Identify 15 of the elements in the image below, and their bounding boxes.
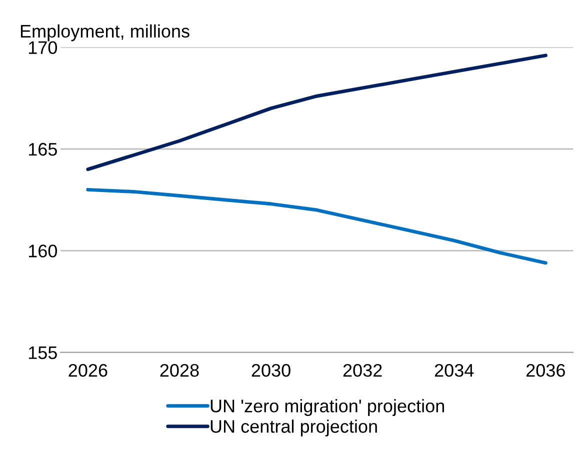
y-tick-label: 170 — [28, 41, 57, 54]
legend-label: UN central projection — [210, 420, 377, 436]
x-tick-label: 2032 — [343, 364, 382, 377]
x-tick-label: 2036 — [526, 364, 565, 377]
y-tick-label: 165 — [28, 142, 57, 156]
line-series — [86, 188, 548, 265]
legend-label: UN 'zero migration' projection — [210, 399, 444, 416]
y-tick-label: 160 — [28, 244, 57, 258]
line-series — [86, 54, 548, 172]
x-tick-label: 2030 — [252, 364, 290, 377]
y-axis-title: Employment, millions — [20, 24, 190, 42]
x-tick-label: 2026 — [68, 364, 108, 377]
x-tick-label: 2028 — [160, 364, 199, 377]
x-tick-label: 2034 — [434, 364, 474, 377]
y-tick-label: 155 — [28, 346, 57, 360]
